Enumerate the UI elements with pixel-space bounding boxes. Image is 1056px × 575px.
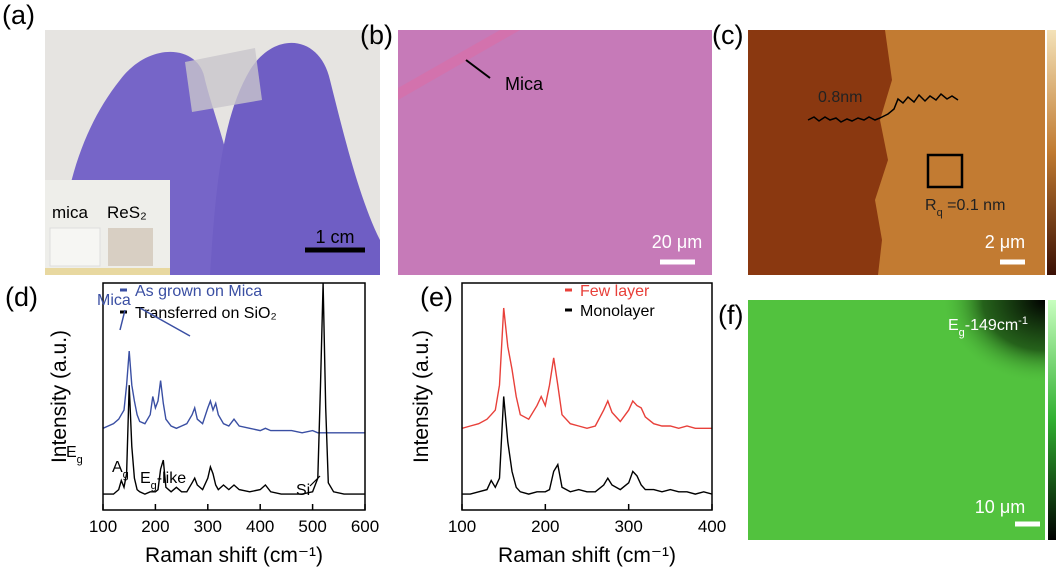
panel-label: (c) — [712, 20, 743, 50]
colorbar — [1048, 300, 1056, 540]
x-tick-label: 200 — [531, 517, 559, 536]
panel-label: (b) — [360, 20, 393, 50]
legend-label: Transferred on SiO₂ — [135, 305, 277, 322]
panel-label: (a) — [2, 0, 35, 30]
x-tick-label: 600 — [351, 517, 379, 536]
x-tick-label: 300 — [194, 517, 222, 536]
x-tick-label: 500 — [298, 517, 326, 536]
x-axis-label: Raman shift (cm⁻¹) — [498, 544, 676, 567]
legend-label: Few layer — [580, 283, 650, 300]
panel-label: (d) — [5, 282, 38, 312]
inset-label: mica — [52, 203, 88, 222]
annotation: E — [66, 444, 77, 461]
x-tick-label: 400 — [698, 517, 726, 536]
annotation: Eg-like — [140, 470, 186, 492]
annotation: g — [77, 454, 83, 466]
panel-label: (e) — [420, 282, 453, 312]
annotation: =0.1 nm — [943, 197, 1006, 214]
annotation: E — [140, 470, 151, 487]
annotation: -1 — [1018, 315, 1028, 327]
figure: (a) mica ReS₂ 1 cm (b) Mica 20 μm (c) 0.… — [0, 0, 1056, 575]
annotation: Si — [296, 482, 310, 499]
annotation: E — [948, 317, 959, 334]
panel-label: (f) — [718, 300, 743, 330]
x-tick-label: 100 — [89, 517, 117, 536]
annotation: Mica — [505, 74, 544, 94]
series-line — [462, 308, 712, 428]
annotation: -149cm — [965, 317, 1018, 334]
x-tick-label: 300 — [614, 517, 642, 536]
scale-bar-label: 10 μm — [975, 497, 1025, 517]
scale-bar-label: 20 μm — [652, 232, 702, 252]
legend-label: Monolayer — [580, 303, 655, 320]
annotation: 0.8nm — [818, 89, 862, 106]
annotation: R — [925, 197, 937, 214]
y-axis-label: Intensity (a.u.) — [410, 330, 433, 463]
x-axis-label: Raman shift (cm⁻¹) — [145, 544, 323, 567]
x-tick-label: 400 — [246, 517, 274, 536]
x-tick-label: 200 — [141, 517, 169, 536]
inset-label: ReS₂ — [107, 203, 147, 222]
annotation: g — [123, 469, 129, 481]
series-line — [462, 397, 712, 495]
annotation: Mica — [97, 292, 131, 309]
x-tick-label: 100 — [448, 517, 476, 536]
annotation: A — [112, 459, 123, 476]
annotation: Si — [296, 482, 310, 499]
legend-label: As grown on Mica — [135, 283, 262, 300]
colorbar — [1047, 30, 1056, 275]
scale-bar-label: 2 μm — [985, 232, 1025, 252]
annotation: -like — [157, 470, 186, 487]
annotation: Mica — [97, 292, 131, 309]
scale-bar-label: 1 cm — [315, 227, 354, 247]
